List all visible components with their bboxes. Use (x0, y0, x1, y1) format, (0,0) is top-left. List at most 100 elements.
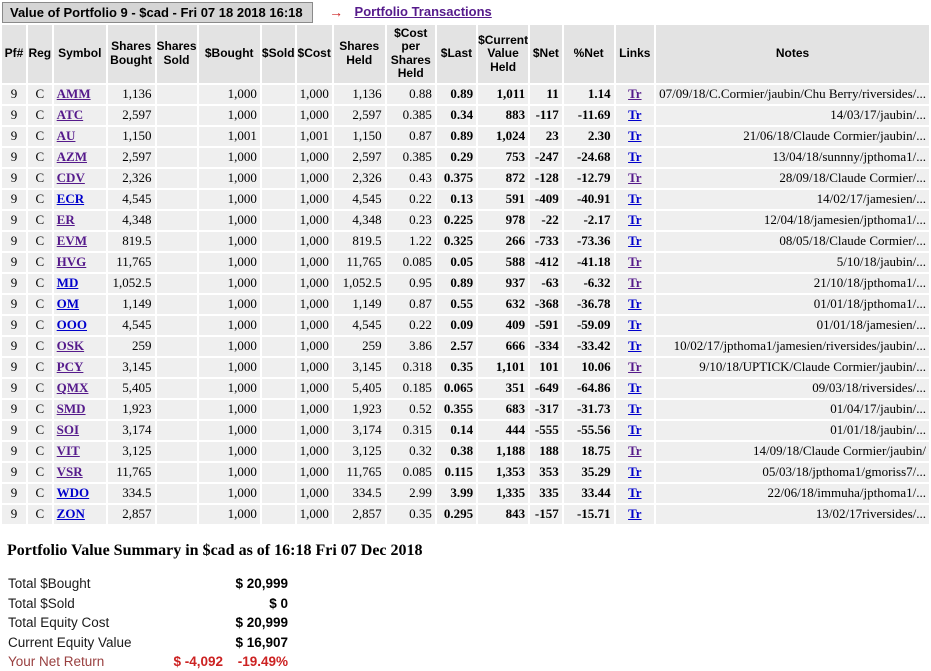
col-header-current-value: $Current Value Held (478, 25, 529, 83)
symbol-link[interactable]: CDV (56, 170, 85, 186)
cell-cost: 1,000 (296, 105, 332, 125)
transactions-tr-link[interactable]: Tr (628, 422, 642, 438)
cell-cost: 1,000 (296, 378, 332, 398)
symbol-link[interactable]: OSK (56, 338, 85, 354)
cell-cost-per-share: 0.085 (386, 252, 435, 272)
col-header-notes: Notes (656, 25, 929, 83)
symbol-link[interactable]: VSR (56, 464, 83, 480)
cell-portfolio-number: 9 (2, 105, 26, 125)
symbol-link[interactable]: QMX (56, 380, 89, 396)
cell-dollars-bought: 1,000 (198, 462, 260, 482)
summary-title: Portfolio Value Summary in $cad as of 16… (7, 541, 423, 559)
table-row: 9 C MD 1,052.5 1,000 1,000 1,052.5 0.95 … (2, 273, 929, 293)
cell-pct-net: -36.78 (563, 294, 614, 314)
transactions-tr-link[interactable]: Tr (628, 296, 642, 312)
transactions-tr-link[interactable]: Tr (628, 275, 642, 291)
cell-shares-held: 4,348 (333, 210, 385, 230)
symbol-link[interactable]: ZON (56, 506, 85, 522)
cell-last-price: 0.38 (436, 441, 477, 461)
cell-shares-sold (156, 105, 197, 125)
cell-pct-net: -73.36 (563, 231, 614, 251)
cell-shares-bought: 11,765 (107, 252, 155, 272)
transactions-tr-link[interactable]: Tr (628, 443, 642, 459)
cell-links: Tr (615, 336, 655, 356)
summary-row: Your Net Return $ -4,092 -19.49% (8, 652, 288, 671)
symbol-link[interactable]: AMM (56, 86, 91, 102)
transactions-tr-link[interactable]: Tr (628, 170, 642, 186)
transactions-tr-link[interactable]: Tr (628, 401, 642, 417)
summary-row: Total Equity Cost $ 20,999 (8, 613, 288, 633)
symbol-link[interactable]: AU (56, 128, 76, 144)
cell-current-value: 1,101 (478, 357, 529, 377)
cell-shares-held: 1,052.5 (333, 273, 385, 293)
transactions-tr-link[interactable]: Tr (628, 338, 642, 354)
transactions-tr-link[interactable]: Tr (628, 380, 642, 396)
cell-cost: 1,000 (296, 336, 332, 356)
transactions-tr-link[interactable]: Tr (628, 254, 642, 270)
portfolio-transactions-link[interactable]: Portfolio Transactions (354, 4, 492, 19)
symbol-link[interactable]: OM (56, 296, 80, 312)
cell-shares-sold (156, 441, 197, 461)
cell-shares-held: 334.5 (333, 483, 385, 503)
transactions-tr-link[interactable]: Tr (628, 233, 642, 249)
symbol-link[interactable]: ATC (56, 107, 84, 123)
cell-registration: C (27, 420, 52, 440)
cell-symbol: SOI (53, 420, 106, 440)
symbol-link[interactable]: ECR (56, 191, 85, 207)
cell-symbol: ATC (53, 105, 106, 125)
cell-symbol: ECR (53, 189, 106, 209)
symbol-link[interactable]: SOI (56, 422, 80, 438)
table-row: 9 C QMX 5,405 1,000 1,000 5,405 0.185 0.… (2, 378, 929, 398)
transactions-tr-link[interactable]: Tr (628, 86, 642, 102)
cell-cost-per-share: 0.315 (386, 420, 435, 440)
cell-shares-bought: 1,150 (107, 126, 155, 146)
transactions-tr-link[interactable]: Tr (628, 485, 642, 501)
transactions-tr-link[interactable]: Tr (628, 149, 642, 165)
cell-net: -117 (530, 105, 562, 125)
cell-pct-net: -55.56 (563, 420, 614, 440)
transactions-tr-link[interactable]: Tr (628, 128, 642, 144)
transactions-tr-link[interactable]: Tr (628, 191, 642, 207)
cell-cost: 1,000 (296, 84, 332, 104)
cell-shares-held: 1,136 (333, 84, 385, 104)
cell-pct-net: -64.86 (563, 378, 614, 398)
cell-dollars-bought: 1,000 (198, 273, 260, 293)
cell-symbol: QMX (53, 378, 106, 398)
transactions-tr-link[interactable]: Tr (628, 317, 642, 333)
symbol-link[interactable]: SMD (56, 401, 86, 417)
symbol-link[interactable]: OOO (56, 317, 88, 333)
cell-current-value: 266 (478, 231, 529, 251)
symbol-link[interactable]: AZM (56, 149, 88, 165)
cell-shares-sold (156, 147, 197, 167)
transactions-tr-link[interactable]: Tr (628, 212, 642, 228)
symbol-link[interactable]: EVM (56, 233, 88, 249)
cell-registration: C (27, 273, 52, 293)
transactions-tr-link[interactable]: Tr (628, 464, 642, 480)
cell-net: -555 (530, 420, 562, 440)
summary-value-dollars (166, 593, 223, 613)
summary-label: Your Net Return (8, 654, 105, 669)
symbol-link[interactable]: VIT (56, 443, 80, 459)
transactions-tr-link[interactable]: Tr (628, 359, 642, 375)
symbol-link[interactable]: PCY (56, 359, 84, 375)
transactions-tr-link[interactable]: Tr (628, 506, 642, 522)
cell-last-price: 0.065 (436, 378, 477, 398)
cell-dollars-sold (261, 147, 295, 167)
cell-portfolio-number: 9 (2, 483, 26, 503)
transactions-tr-link[interactable]: Tr (628, 107, 642, 123)
cell-notes: 09/03/18/riversides/... (656, 378, 929, 398)
cell-pct-net: 1.14 (563, 84, 614, 104)
cell-dollars-sold (261, 105, 295, 125)
cell-cost-per-share: 1.22 (386, 231, 435, 251)
cell-notes: 21/10/18/jpthoma1/... (656, 273, 929, 293)
symbol-link[interactable]: MD (56, 275, 79, 291)
cell-current-value: 1,353 (478, 462, 529, 482)
cell-portfolio-number: 9 (2, 378, 26, 398)
symbol-link[interactable]: ER (56, 212, 75, 228)
cell-net: -334 (530, 336, 562, 356)
cell-cost-per-share: 0.43 (386, 168, 435, 188)
symbol-link[interactable]: WDO (56, 485, 90, 501)
cell-net: 11 (530, 84, 562, 104)
cell-dollars-sold (261, 231, 295, 251)
symbol-link[interactable]: HVG (56, 254, 87, 270)
